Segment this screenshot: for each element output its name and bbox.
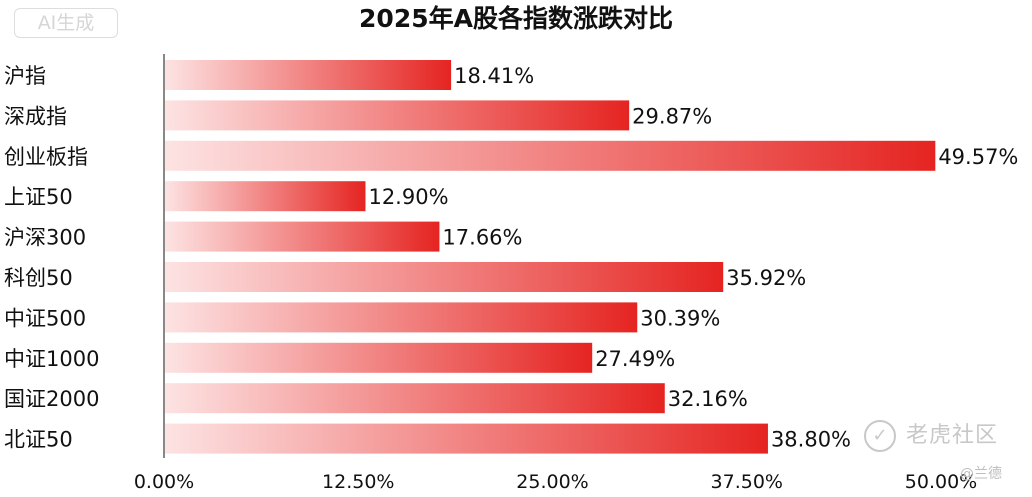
category-label-4: 沪深300 [4, 226, 86, 250]
category-label-3: 上证50 [4, 185, 73, 209]
category-label-0: 沪指 [4, 64, 46, 88]
bar-0 [165, 60, 452, 90]
value-label-2: 49.57% [938, 145, 1018, 169]
x-tick-label-0: 0.00% [134, 471, 194, 493]
bar-3 [165, 181, 366, 212]
chart-title: 2025年A股各指数涨跌对比 [359, 4, 673, 33]
bar-1 [165, 100, 630, 131]
value-label-1: 29.87% [632, 104, 712, 128]
x-tick-label-4: 50.00% [905, 471, 977, 493]
x-tick-label-3: 37.50% [711, 471, 783, 493]
bar-7 [165, 342, 593, 373]
category-label-1: 深成指 [4, 104, 67, 128]
value-label-4: 17.66% [442, 226, 522, 250]
bar-4 [165, 221, 440, 252]
x-tick-label-1: 12.50% [322, 471, 394, 493]
bar-9 [165, 423, 768, 454]
category-label-5: 科创50 [4, 266, 73, 290]
x-tick-label-2: 25.00% [516, 471, 588, 493]
bar-8 [165, 383, 665, 414]
watermark-text: 老虎社区 [906, 423, 999, 448]
watermark-user: @兰德 [960, 466, 1002, 482]
category-label-2: 创业板指 [4, 145, 88, 169]
value-label-9: 38.80% [771, 428, 851, 452]
value-label-6: 30.39% [640, 306, 720, 330]
value-label-5: 35.92% [726, 266, 806, 290]
bar-2 [165, 140, 936, 171]
category-label-7: 中证1000 [4, 347, 99, 371]
tiger-logo-icon: ✓ [864, 420, 896, 452]
value-label-3: 12.90% [368, 185, 448, 209]
category-label-9: 北证50 [4, 428, 73, 452]
value-label-0: 18.41% [454, 64, 534, 88]
bar-5 [165, 262, 724, 292]
category-label-8: 国证2000 [4, 387, 99, 411]
ai-generated-badge: AI生成 [14, 8, 118, 38]
value-label-8: 32.16% [668, 387, 748, 411]
category-label-6: 中证500 [4, 306, 86, 330]
value-label-7: 27.49% [595, 347, 675, 371]
bar-6 [165, 302, 638, 333]
